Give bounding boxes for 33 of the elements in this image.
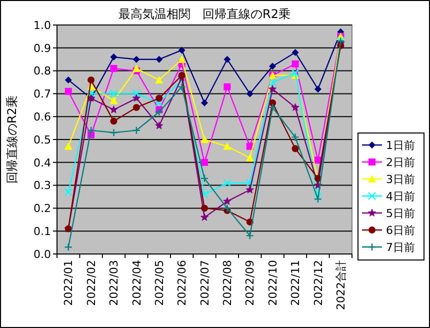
x-tick-label: 2022/06 [176,260,189,306]
legend-label: 1日前 [386,138,415,152]
legend-label: 2日前 [386,156,415,169]
x-tick-label: 2022/10 [266,260,280,306]
x-tick-label: 2022/07 [198,260,212,306]
y-tick-label: 0.0 [34,248,51,261]
y-tick-label: 0.2 [34,202,51,216]
y-tick-label: 0.5 [34,133,51,146]
x-tick-label: 2022合計 [334,260,348,310]
legend-label: 7日前 [386,240,415,254]
legend-label: 3日前 [386,172,415,186]
y-tick-label: 0.9 [34,42,51,55]
legend-label: 4日前 [386,190,415,203]
x-tick-label: 2022/03 [108,260,121,306]
y-tick-label: 0.8 [34,64,51,78]
x-tick-label: 2022/04 [130,260,144,306]
x-tick-label: 2022/02 [84,260,98,306]
y-tick-label: 0.3 [34,179,51,192]
chart-title: 最高気温相関 回帰直線のR2乗 [118,7,290,21]
y-tick-label: 0.6 [34,110,51,124]
y-tick-label: 0.1 [34,224,51,238]
x-tick-label: 2022/12 [312,260,325,306]
x-tick-label: 2022/11 [289,260,302,306]
y-tick-label: 0.7 [34,88,51,101]
x-tick-label: 2022/05 [152,260,166,306]
legend-label: 5日前 [386,206,415,220]
x-tick-label: 2022/01 [62,260,76,306]
legend-label: 6日前 [386,224,415,237]
y-axis-title: 回帰直線のR2乗 [5,96,19,184]
x-tick-label: 2022/08 [221,260,234,306]
y-tick-label: 1.0 [34,18,51,32]
y-tick-label: 0.4 [34,156,51,170]
x-tick-label: 2022/09 [244,260,257,306]
